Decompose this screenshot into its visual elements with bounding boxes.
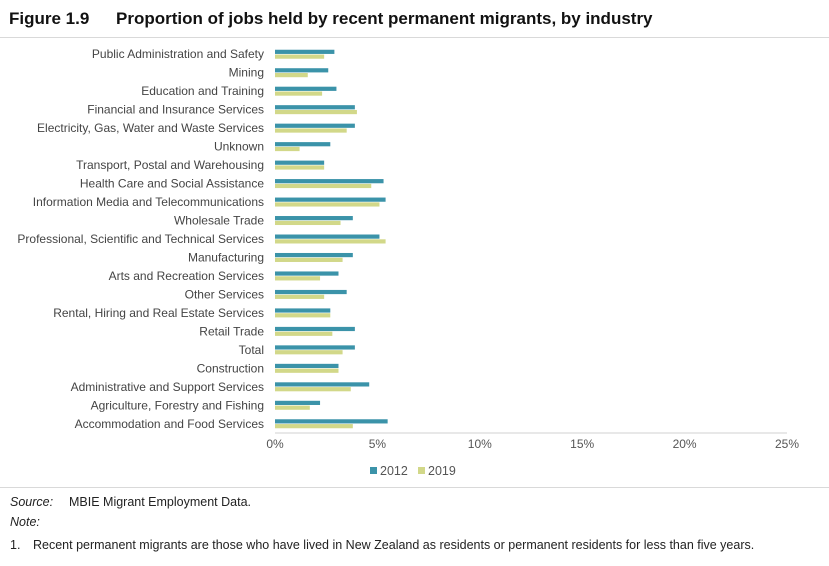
- bar-2019-13: [275, 294, 325, 299]
- x-tick-label: 0%: [266, 437, 284, 451]
- chart-area: Public Administration and Safety Mining Ed…: [0, 37, 829, 488]
- category-label: Mining: [229, 66, 264, 80]
- footnote-number: 1.: [10, 538, 21, 552]
- bar-2019-0: [275, 54, 325, 59]
- bar-2012-12: [275, 271, 339, 276]
- note-label: Note:: [10, 515, 40, 529]
- category-label: Financial and Insurance Services: [87, 103, 264, 117]
- category-label: Information Media and Telecommunications: [33, 195, 264, 209]
- bar-2012-3: [275, 105, 355, 110]
- x-tick-label: 20%: [673, 437, 697, 451]
- bar-2012-15: [275, 326, 355, 332]
- bar-2012-10: [275, 234, 380, 239]
- category-label: Transport, Postal and Warehousing: [76, 158, 264, 172]
- bar-2019-3: [275, 109, 357, 115]
- bar-2019-10: [275, 239, 386, 244]
- category-label: Construction: [197, 361, 264, 375]
- bar-2019-14: [275, 313, 331, 318]
- category-label: Unknown: [214, 140, 264, 154]
- source-label: Source:: [10, 495, 54, 509]
- footnote-text: Recent permanent migrants are those who …: [33, 538, 755, 552]
- bar-2012-4: [275, 123, 355, 128]
- source-text: MBIE Migrant Employment Data.: [69, 495, 252, 509]
- category-label: Administrative and Support Services: [71, 380, 264, 394]
- x-tick-label: 5%: [369, 437, 387, 451]
- footnote: 1. Recent permanent migrants are those wh…: [10, 538, 754, 552]
- figure-number: Figure 1.9: [9, 9, 90, 28]
- legend-label-2012: 2012: [380, 464, 408, 478]
- x-tick-label: 15%: [570, 437, 594, 451]
- legend-swatch-2019: [418, 467, 425, 474]
- category-label: Agriculture, Forestry and Fishing: [91, 398, 264, 412]
- bar-2012-16: [275, 345, 355, 350]
- bar-2012-5: [275, 142, 331, 147]
- bar-2019-16: [275, 350, 343, 355]
- bar-2019-4: [275, 128, 347, 133]
- category-label: Retail Trade: [199, 324, 264, 338]
- bar-2019-12: [275, 276, 321, 281]
- bar-2019-15: [275, 331, 333, 336]
- bar-chart: Public Administration and Safety Mining Ed…: [17, 47, 799, 478]
- bar-2019-1: [275, 73, 308, 78]
- category-label: Electricity, Gas, Water and Waste Servic…: [37, 121, 264, 135]
- category-label: Manufacturing: [188, 250, 264, 264]
- bar-2019-2: [275, 91, 323, 96]
- legend-swatch-2012: [370, 467, 377, 474]
- category-label: Other Services: [185, 287, 264, 301]
- legend-label-2019: 2019: [428, 464, 456, 478]
- figure-heading: Figure 1.9 Proportion of jobs held by rec…: [9, 9, 653, 29]
- bar-2012-8: [275, 197, 386, 202]
- bar-2019-18: [275, 387, 351, 392]
- bar-2012-20: [275, 419, 388, 424]
- bar-2019-5: [275, 146, 300, 152]
- bar-2019-11: [275, 257, 343, 262]
- bar-2012-9: [275, 216, 353, 221]
- bar-2012-18: [275, 382, 370, 387]
- bar-2012-17: [275, 363, 339, 369]
- bar-2019-17: [275, 368, 339, 373]
- source-line: Source: MBIE Migrant Employment Data.: [10, 495, 251, 509]
- x-tick-label: 25%: [775, 437, 799, 451]
- bar-2012-13: [275, 289, 347, 295]
- category-label: Public Administration and Safety: [92, 47, 264, 61]
- bar-2012-14: [275, 308, 331, 313]
- category-label: Education and Training: [141, 84, 264, 98]
- bar-2012-7: [275, 179, 384, 184]
- category-label: Arts and Recreation Services: [109, 269, 264, 283]
- category-label: Accommodation and Food Services: [75, 417, 264, 431]
- bar-2019-8: [275, 202, 380, 207]
- figure-title: Proportion of jobs held by recent perman…: [116, 9, 653, 28]
- bar-2019-9: [275, 220, 341, 226]
- category-label: Total: [239, 343, 264, 357]
- bar-2012-2: [275, 86, 337, 91]
- bar-2019-19: [275, 405, 310, 410]
- x-tick-label: 10%: [468, 437, 492, 451]
- category-label: Rental, Hiring and Real Estate Services: [53, 306, 264, 320]
- bar-2012-19: [275, 400, 321, 405]
- category-label: Health Care and Social Assistance: [80, 177, 264, 191]
- bar-2019-6: [275, 165, 325, 170]
- bar-2012-6: [275, 160, 325, 165]
- category-label: Wholesale Trade: [174, 214, 264, 228]
- bar-2012-11: [275, 252, 353, 258]
- bar-2019-7: [275, 183, 372, 189]
- category-label: Professional, Scientific and Technical S…: [17, 232, 264, 246]
- bar-2019-20: [275, 424, 353, 429]
- bar-2012-1: [275, 68, 329, 73]
- bar-2012-0: [275, 49, 335, 54]
